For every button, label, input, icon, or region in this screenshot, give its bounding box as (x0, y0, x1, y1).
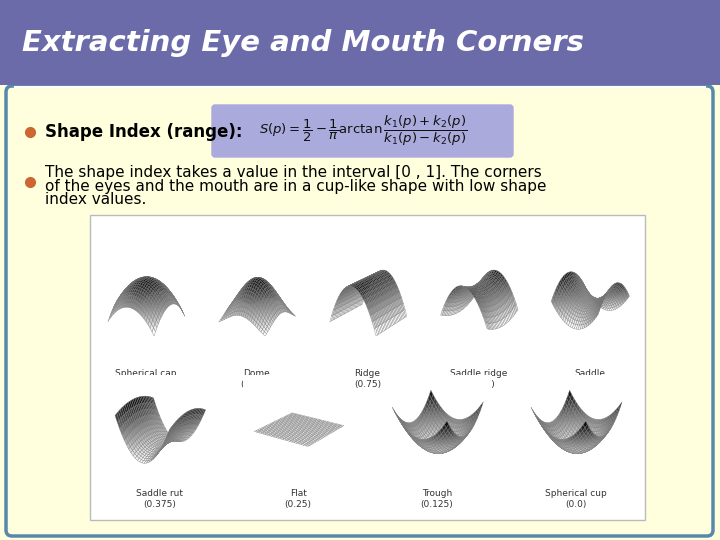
Text: (0.0): (0.0) (565, 500, 586, 509)
FancyBboxPatch shape (90, 215, 645, 520)
Text: (0.375): (0.375) (143, 500, 176, 509)
Text: (0.875): (0.875) (240, 380, 273, 389)
Text: (1.0): (1.0) (135, 380, 156, 389)
Text: (0.25): (0.25) (284, 500, 312, 509)
FancyBboxPatch shape (0, 0, 720, 85)
Text: of the eyes and the mouth are in a cup-like shape with low shape: of the eyes and the mouth are in a cup-l… (45, 179, 546, 193)
Text: Extracting Eye and Mouth Corners: Extracting Eye and Mouth Corners (22, 29, 584, 57)
Text: index values.: index values. (45, 192, 146, 207)
Text: Spherical cup: Spherical cup (545, 489, 606, 498)
Text: Flat: Flat (289, 489, 307, 498)
Text: Spherical cap: Spherical cap (114, 369, 176, 378)
Text: (0.5): (0.5) (579, 380, 600, 389)
Text: Saddle: Saddle (574, 369, 605, 378)
Text: $S(p) = \dfrac{1}{2} - \dfrac{1}{\pi}\arctan\dfrac{k_1(p)+k_2(p)}{k_1(p)-k_2(p)}: $S(p) = \dfrac{1}{2} - \dfrac{1}{\pi}\ar… (259, 114, 467, 148)
Text: Saddle ridge: Saddle ridge (450, 369, 507, 378)
Text: Saddle rut: Saddle rut (136, 489, 183, 498)
Text: Dome: Dome (243, 369, 270, 378)
Text: The shape index takes a value in the interval [0 , 1]. The corners: The shape index takes a value in the int… (45, 165, 541, 179)
FancyBboxPatch shape (6, 86, 713, 536)
FancyBboxPatch shape (212, 105, 513, 157)
Text: Trough: Trough (422, 489, 452, 498)
Text: Ridge: Ridge (354, 369, 380, 378)
Text: Shape Index (range):: Shape Index (range): (45, 123, 243, 141)
Text: (0.625): (0.625) (462, 380, 495, 389)
Text: (0.75): (0.75) (354, 380, 381, 389)
Text: (0.125): (0.125) (420, 500, 454, 509)
